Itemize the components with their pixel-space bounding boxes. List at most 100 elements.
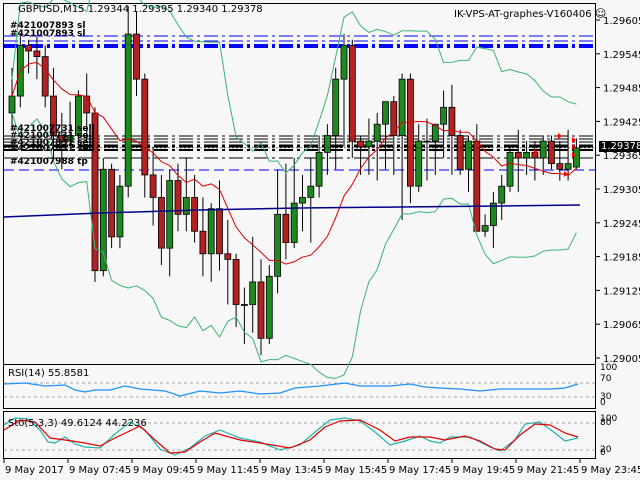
bull-candle [431, 123, 439, 142]
price-axis-label: 1.29605 [603, 16, 640, 27]
bear-candle [224, 253, 232, 260]
order-label: #421007831 sell [10, 138, 95, 148]
upper-band-line [11, 0, 577, 174]
bear-candle [456, 135, 464, 170]
bull-candle [415, 140, 423, 187]
bear-candle [149, 174, 157, 198]
bull-candle [523, 151, 530, 159]
bear-candle [257, 281, 265, 339]
bear-candle [216, 208, 223, 255]
bull-candle [498, 185, 506, 204]
rsi-axis-label: 30 [600, 392, 612, 402]
bear-candle [83, 95, 91, 114]
trade-arrow-icon [572, 144, 576, 150]
bear-candle [191, 197, 199, 232]
current-price-marker: 1.29378 [599, 141, 640, 152]
rsi-pane-frame [3, 364, 596, 409]
order-label: #421007731 sell [10, 124, 95, 134]
bear-candle [174, 180, 182, 215]
order-label: #421007831 sell [10, 144, 95, 154]
moving-average-line [11, 61, 577, 265]
rsi-title: RSI(14) 55.8581 [8, 368, 90, 379]
bear-candle [141, 78, 149, 176]
bear-candle [548, 140, 555, 165]
bear-candle [514, 151, 522, 159]
bull-candle [506, 151, 514, 187]
bull-candle [423, 140, 431, 143]
price-axis-label: 1.29245 [603, 219, 640, 230]
bear-candle [348, 44, 356, 142]
time-axis-label: 9 May 19:45 [453, 465, 515, 476]
time-axis-label: 9 May 11:45 [197, 465, 259, 476]
bear-candle [25, 44, 33, 52]
stoch-axis-label: 80 [600, 418, 612, 428]
bull-candle [182, 197, 190, 215]
bear-candle [556, 163, 564, 170]
order-label: #421007731 sell [10, 131, 95, 141]
bull-candle [373, 123, 381, 142]
bull-candle [307, 185, 315, 198]
lower-band-line [11, 112, 577, 379]
bull-candle [398, 78, 406, 136]
order-label: #421007893 sl [10, 29, 86, 39]
bull-candle [290, 202, 298, 243]
rsi-axis-label: 70 [600, 374, 612, 384]
bull-candle [323, 135, 331, 153]
bear-candle [473, 140, 481, 232]
rsi-line [3, 382, 579, 397]
stoch-axis-label: 0 [600, 448, 606, 458]
price-axis-label: 1.29365 [603, 151, 640, 162]
trade-arrow-icon [572, 137, 576, 143]
bull-candle [207, 208, 215, 255]
bull-candle [240, 304, 248, 306]
bull-candle [340, 44, 348, 80]
time-axis-label: 9 May 21:45 [517, 465, 579, 476]
bull-candle [315, 151, 323, 187]
bull-candle [440, 106, 448, 125]
bull-candle [274, 213, 282, 277]
rsi-axis-label: 0 [600, 398, 606, 408]
bull-candle [99, 168, 107, 272]
time-axis-label: 9 May 09:45 [133, 465, 195, 476]
bear-candle [50, 95, 57, 136]
bear-candle [41, 56, 49, 97]
expert-name-label: IK-VPS-AT-graphes-V160406 [454, 9, 592, 20]
price-axis-label: 1.29425 [603, 117, 640, 128]
price-axis-label: 1.29005 [603, 354, 640, 365]
bull-candle [465, 140, 472, 170]
bull-candle [166, 180, 174, 249]
price-axis-label: 1.29065 [603, 320, 640, 331]
bear-candle [390, 101, 398, 136]
stoch-title: Sto(5,3,3) 49.6124 44.2236 [8, 418, 147, 429]
bull-candle [75, 95, 82, 136]
bull-candle [481, 225, 489, 232]
order-label: #421007988 tp [10, 157, 88, 167]
stoch-pane-frame [3, 411, 596, 459]
bull-candle [116, 185, 124, 238]
bear-candle [357, 140, 365, 148]
trade-arrow-icon [572, 152, 576, 158]
stoch-signal-line [3, 419, 579, 454]
bull-candle [365, 140, 373, 148]
trade-arrow-icon [558, 133, 562, 139]
time-axis-label: 9 May 13:45 [261, 465, 323, 476]
bear-candle [133, 33, 140, 80]
time-axis-label: 9 May 17:45 [389, 465, 451, 476]
bull-candle [124, 33, 132, 187]
bear-candle [232, 259, 240, 305]
bear-candle [157, 197, 165, 249]
price-axis-label: 1.29185 [603, 253, 640, 264]
trade-arrow-icon [534, 149, 538, 155]
bull-candle [265, 275, 273, 339]
bear-candle [199, 230, 207, 255]
smiley-icon: ☺ [594, 7, 607, 20]
bull-candle [299, 197, 306, 204]
rsi-axis-label: 100 [600, 363, 617, 373]
bull-candle [249, 281, 257, 305]
bull-candle [332, 78, 340, 136]
bull-candle [8, 95, 16, 114]
expert-advisor-name: IK-VPS-AT-graphes-V160406 ☺ [454, 8, 606, 20]
bull-candle [564, 163, 572, 170]
